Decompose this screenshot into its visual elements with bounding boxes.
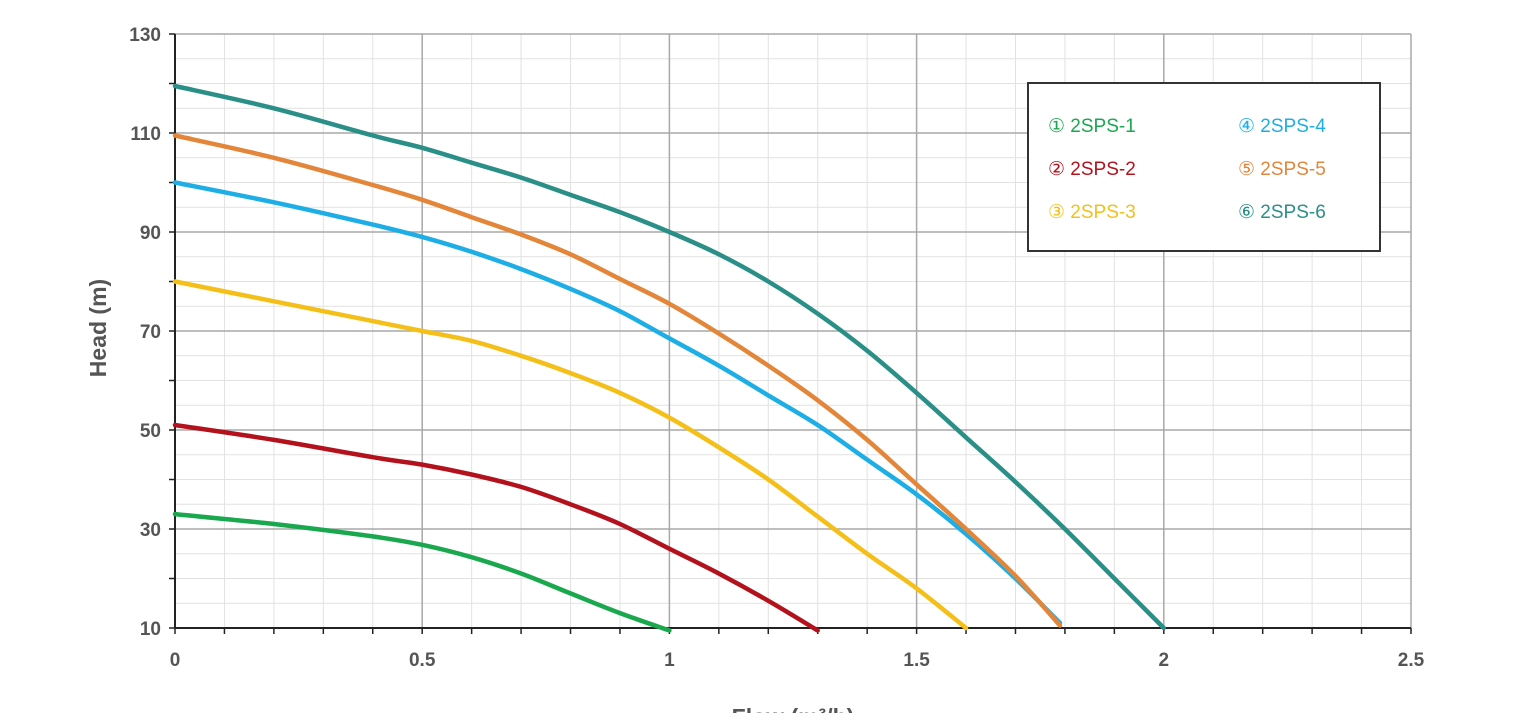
series-line-2sps-4 <box>172 180 1063 626</box>
y-tick-label: 70 <box>140 322 161 343</box>
series-line-2sps-3 <box>172 279 969 631</box>
series-lines <box>172 83 1167 633</box>
x-tick-label: 1 <box>664 650 675 671</box>
x-tick-label: 2.5 <box>1398 650 1425 671</box>
legend: ① 2SPS-1 ② 2SPS-2 ③ 2SPS-3 ④ 2SPS-4 ⑤ 2SPS-5… <box>1027 82 1381 252</box>
y-tick-label: 110 <box>130 124 161 145</box>
series-line-2sps-2 <box>172 422 820 633</box>
x-tick-label: 1.5 <box>903 650 930 671</box>
series-line-2sps-5 <box>172 133 1063 628</box>
x-tick-label: 0 <box>170 650 181 671</box>
y-tick-label: 10 <box>140 619 161 640</box>
axis-ticks: 0 0.5 1 1.5 2 2.5 10 30 50 70 90 110 130 <box>129 25 1424 671</box>
legend-entry-2sps-2: ② 2SPS-2 <box>1048 159 1136 180</box>
legend-entry-2sps-1: ① 2SPS-1 <box>1048 116 1136 137</box>
series-line-2sps-6 <box>172 83 1167 631</box>
y-tick-label: 130 <box>129 25 161 46</box>
legend-entry-2sps-4: ④ 2SPS-4 <box>1238 116 1326 137</box>
y-axis-title: Head (m) <box>85 279 111 377</box>
legend-box <box>1027 82 1381 252</box>
x-tick-label: 0.5 <box>409 650 436 671</box>
x-tick-label: 2 <box>1159 650 1170 671</box>
y-tick-label: 90 <box>140 223 161 244</box>
series-line-2sps-1 <box>172 511 672 633</box>
legend-entry-2sps-6: ⑥ 2SPS-6 <box>1238 202 1326 223</box>
legend-entry-2sps-3: ③ 2SPS-3 <box>1048 202 1136 223</box>
y-tick-label: 50 <box>140 421 161 442</box>
x-axis-title: Flow (m³/h) <box>732 704 855 713</box>
y-tick-label: 30 <box>140 520 161 541</box>
legend-entry-2sps-5: ⑤ 2SPS-5 <box>1238 159 1326 180</box>
